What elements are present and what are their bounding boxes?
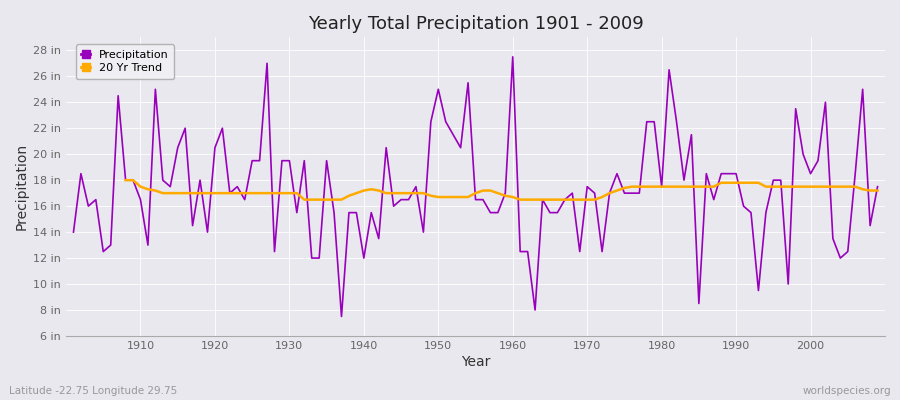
Title: Yearly Total Precipitation 1901 - 2009: Yearly Total Precipitation 1901 - 2009 (308, 15, 644, 33)
Text: worldspecies.org: worldspecies.org (803, 386, 891, 396)
X-axis label: Year: Year (461, 355, 491, 369)
Legend: Precipitation, 20 Yr Trend: Precipitation, 20 Yr Trend (76, 44, 175, 79)
Text: Latitude -22.75 Longitude 29.75: Latitude -22.75 Longitude 29.75 (9, 386, 177, 396)
Y-axis label: Precipitation: Precipitation (15, 143, 29, 230)
